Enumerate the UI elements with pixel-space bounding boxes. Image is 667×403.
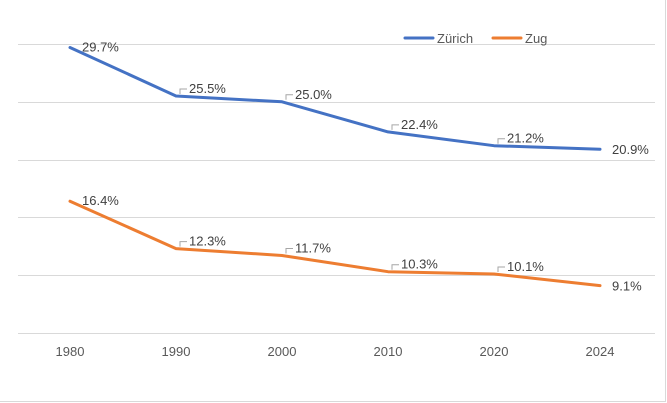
label-leader-line (285, 94, 293, 100)
data-label: 25.0% (295, 87, 332, 102)
legend-label-zug: Zug (525, 31, 547, 46)
data-label: 29.7% (82, 39, 119, 54)
x-tick-label: 2020 (480, 344, 509, 359)
label-leader-line (179, 88, 187, 95)
legend: Zürich Zug (403, 31, 547, 46)
data-label: 10.3% (401, 257, 438, 272)
label-leader-line (391, 124, 399, 130)
data-label: 20.9% (612, 142, 649, 157)
data-label: 10.1% (507, 259, 544, 274)
label-leader-line (497, 138, 505, 144)
data-label: 9.1% (612, 279, 642, 294)
label-leader-line (391, 264, 399, 270)
data-label: 25.5% (189, 81, 226, 96)
x-tick-label: 2000 (268, 344, 297, 359)
series-line-zug (68, 199, 602, 288)
data-label: 12.3% (189, 234, 226, 249)
x-axis-tick-labels: 1980 1990 2000 2010 2020 2024 (56, 344, 615, 359)
legend-label-zürich: Zürich (437, 31, 473, 46)
label-leader-line (497, 266, 505, 273)
label-leader-line (285, 248, 293, 254)
x-tick-label: 2024 (586, 344, 615, 359)
gridlines (18, 44, 655, 334)
x-tick-label: 2010 (374, 344, 403, 359)
data-labels: 29.7% 25.5% 25.0% 22.4% 21.2% 20.9% 16.4% 12.3%… (82, 39, 649, 293)
series-lines (68, 46, 602, 288)
data-label: 21.2% (507, 131, 544, 146)
x-tick-label: 1980 (56, 344, 85, 359)
data-label: 22.4% (401, 117, 438, 132)
data-label: 11.7% (295, 241, 331, 256)
data-label: 16.4% (82, 193, 119, 208)
x-tick-label: 1990 (162, 344, 191, 359)
label-leader-line (179, 241, 187, 247)
series-line-zürich (68, 46, 602, 151)
